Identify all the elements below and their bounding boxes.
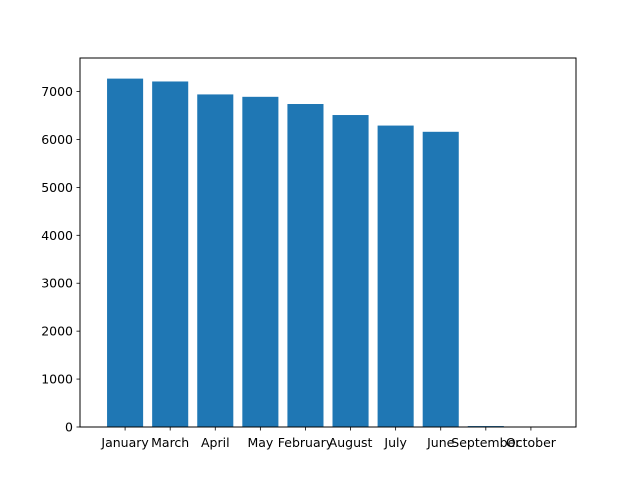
y-tick-label-1000: 1000 bbox=[41, 372, 73, 387]
y-tick-label-0: 0 bbox=[65, 420, 73, 435]
plot-frame bbox=[79, 57, 577, 428]
x-tick-label-february: February bbox=[278, 435, 334, 450]
x-tick-label-may: May bbox=[247, 435, 273, 450]
x-tick-label-january: January bbox=[100, 435, 149, 450]
bar-february bbox=[287, 104, 324, 427]
y-tick-label-4000: 4000 bbox=[41, 228, 73, 243]
x-tick-label-june: June bbox=[426, 435, 455, 450]
bar-june bbox=[422, 131, 459, 428]
y-tick-label-2000: 2000 bbox=[41, 324, 73, 339]
x-tick-label-october: October bbox=[506, 435, 557, 450]
bar-july bbox=[377, 125, 414, 427]
bar-march bbox=[152, 81, 189, 427]
bars-group bbox=[107, 78, 549, 428]
x-tick-label-april: April bbox=[201, 435, 230, 450]
y-axis: 0 1000 2000 3000 4000 5000 6000 7000 bbox=[41, 84, 80, 435]
x-tick-label-march: March bbox=[151, 435, 189, 450]
bar-january bbox=[107, 78, 144, 428]
y-tick-label-5000: 5000 bbox=[41, 180, 73, 195]
y-tick-label-3000: 3000 bbox=[41, 276, 73, 291]
x-tick-label-september: September bbox=[451, 435, 521, 450]
x-tick-label-july: July bbox=[383, 435, 407, 450]
y-tick-label-6000: 6000 bbox=[41, 132, 73, 147]
bar-may bbox=[242, 96, 279, 427]
y-tick-label-7000: 7000 bbox=[41, 84, 73, 99]
x-tick-label-august: August bbox=[329, 435, 373, 450]
bar-august bbox=[332, 115, 369, 427]
bar-april bbox=[197, 94, 234, 428]
